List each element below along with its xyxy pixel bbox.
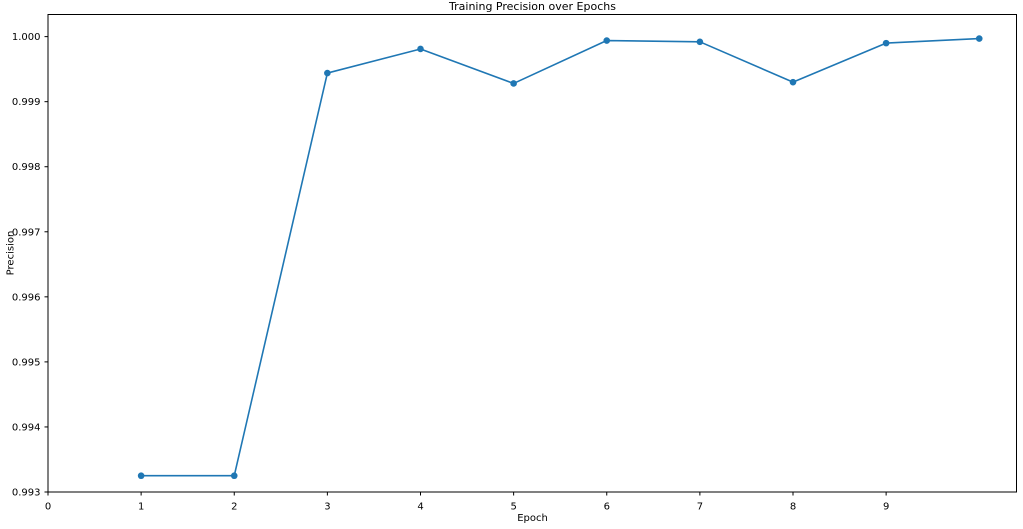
x-tick-label: 1 [138,502,144,513]
plot-frame [47,14,1017,493]
x-tick-label: 3 [324,502,330,513]
y-tick-label: 1.000 [12,32,41,43]
y-tick-label: 0.994 [12,422,41,433]
x-tick-label: 2 [231,502,237,513]
x-tick-label: 8 [790,502,796,513]
y-tick-label: 0.995 [12,357,41,368]
x-tick-label: 7 [697,502,703,513]
data-point [417,45,424,53]
data-point [789,78,797,86]
data-point [882,39,890,47]
x-tick-label: 5 [510,502,516,513]
y-tick-label: 0.998 [12,162,41,173]
y-tick-label: 0.996 [12,292,41,303]
chart-title: Training Precision over Epochs [449,0,616,13]
data-point [975,35,983,42]
data-point [603,37,611,44]
data-point [230,472,238,480]
data-point [137,472,145,480]
y-tick-label: 0.993 [12,488,41,499]
y-tick-label: 0.999 [12,97,41,108]
y-axis-label: Precision [5,230,17,276]
x-axis-label: Epoch [517,513,548,524]
data-point [510,80,517,87]
x-tick-label: 9 [883,502,889,513]
data-point [324,69,331,77]
x-tick-label: 0 [45,502,51,513]
x-tick-label: 6 [604,502,610,513]
y-tick-label: 0.997 [12,227,41,238]
series-line [140,37,981,477]
data-point [696,38,704,46]
x-tick-label: 4 [417,502,423,513]
